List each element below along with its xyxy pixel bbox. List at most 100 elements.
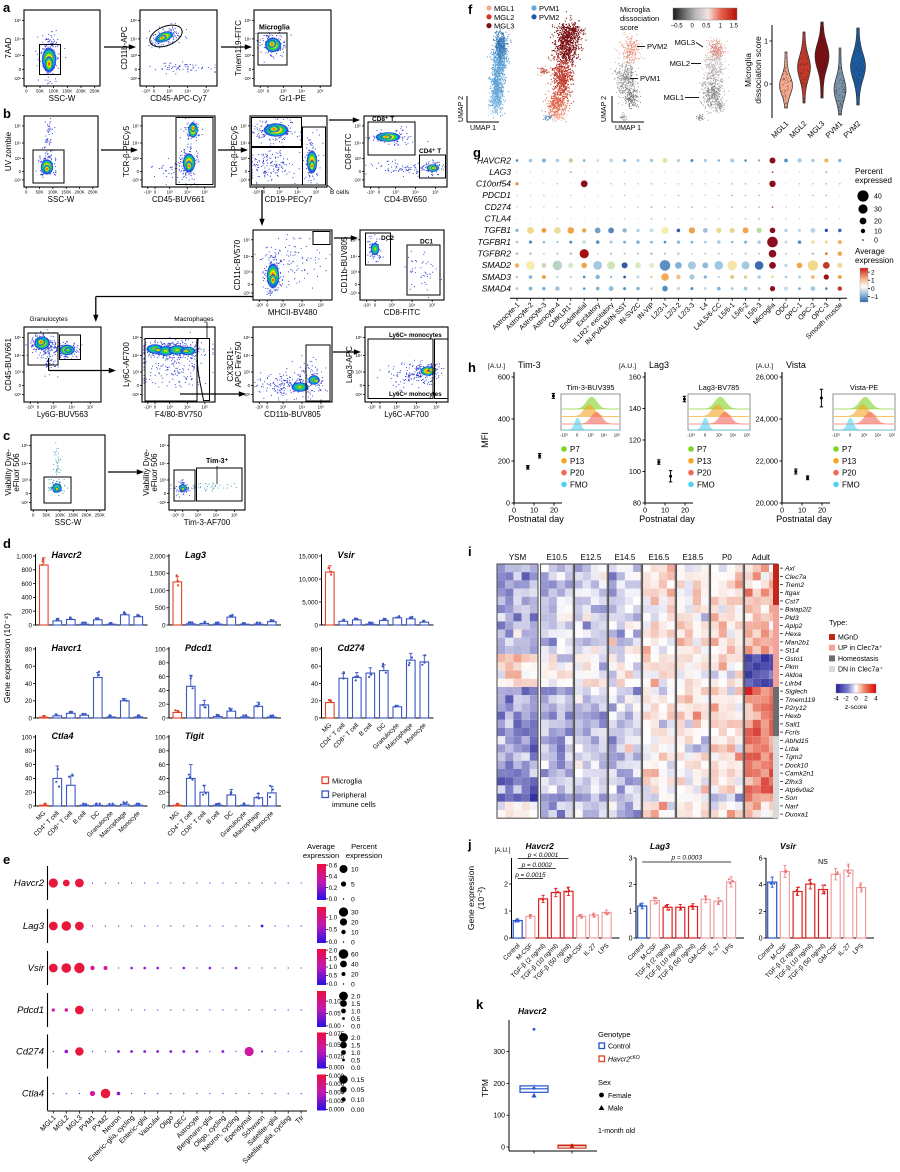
svg-text:10³: 10³ <box>15 156 22 161</box>
svg-text:0: 0 <box>780 506 784 515</box>
svg-text:0.0: 0.0 <box>351 1065 361 1072</box>
svg-text:10⁴: 10⁴ <box>159 461 166 466</box>
svg-text:200K: 200K <box>81 513 91 518</box>
svg-text:Zfhx3: Zfhx3 <box>784 779 802 786</box>
svg-text:200: 200 <box>21 609 32 616</box>
svg-text:Pdcd1: Pdcd1 <box>17 1005 44 1016</box>
svg-text:1,000: 1,000 <box>16 553 32 560</box>
svg-text:k: k <box>476 997 484 1012</box>
svg-text:CD11b-BUV805: CD11b-BUV805 <box>264 410 321 419</box>
svg-text:0.4: 0.4 <box>329 874 338 881</box>
svg-text:TGFBR2: TGFBR2 <box>477 249 511 259</box>
svg-text:4: 4 <box>759 882 763 889</box>
svg-text:0.0: 0.0 <box>329 939 338 946</box>
svg-text:20: 20 <box>818 506 826 515</box>
svg-text:1,000: 1,000 <box>150 588 166 595</box>
svg-text:10⁴: 10⁴ <box>14 37 21 42</box>
svg-text:0: 0 <box>154 190 157 195</box>
svg-text:-10³: -10³ <box>832 433 840 438</box>
svg-text:0: 0 <box>359 169 362 174</box>
svg-text:0: 0 <box>266 303 269 308</box>
svg-text:E16.5: E16.5 <box>648 553 669 562</box>
svg-text:80: 80 <box>25 748 33 755</box>
svg-text:10⁵: 10⁵ <box>744 433 751 438</box>
svg-text:250K: 250K <box>88 190 98 195</box>
svg-text:dissociation score: dissociation score <box>753 36 763 104</box>
svg-text:2.0: 2.0 <box>351 993 361 1000</box>
svg-text:0: 0 <box>162 622 166 629</box>
svg-text:j: j <box>467 837 472 852</box>
svg-text:a: a <box>3 0 11 15</box>
svg-text:10³: 10³ <box>861 433 868 438</box>
svg-text:0: 0 <box>355 282 358 287</box>
svg-text:MGL2: MGL2 <box>670 59 690 68</box>
svg-text:15,000: 15,000 <box>299 553 319 560</box>
svg-text:-10²: -10² <box>353 178 361 183</box>
svg-text:50K: 50K <box>36 190 44 195</box>
svg-text:22,000: 22,000 <box>756 457 778 466</box>
svg-text:0: 0 <box>162 803 166 810</box>
svg-text:monocytes: monocytes <box>409 332 442 339</box>
svg-text:10⁵: 10⁵ <box>318 405 325 410</box>
svg-text:Ctla4: Ctla4 <box>22 1089 44 1100</box>
svg-text:Ly6C: Ly6C <box>389 391 404 398</box>
svg-text:26,000: 26,000 <box>756 373 778 382</box>
svg-text:Type:: Type: <box>829 618 847 627</box>
svg-text:–1: –1 <box>871 294 879 301</box>
svg-text:Lag3-BV785: Lag3-BV785 <box>699 383 740 392</box>
svg-text:[A.U.]: [A.U.] <box>488 363 505 370</box>
svg-text:Itgax: Itgax <box>785 590 800 597</box>
svg-text:160: 160 <box>629 373 641 382</box>
svg-text:10³: 10³ <box>245 53 252 58</box>
svg-text:400: 400 <box>498 415 510 424</box>
svg-text:LPS: LPS <box>722 942 736 956</box>
svg-text:Havcr2: Havcr2 <box>14 878 45 889</box>
svg-text:Narf: Narf <box>785 803 799 810</box>
svg-text:Homeostasis: Homeostasis <box>838 656 879 663</box>
svg-text:50K: 50K <box>36 89 44 94</box>
svg-text:10⁵: 10⁵ <box>14 124 21 129</box>
svg-text:10: 10 <box>874 229 882 236</box>
svg-text:Macrophages: Macrophages <box>174 316 214 323</box>
svg-text:-10³: -10³ <box>256 89 264 94</box>
svg-text:40: 40 <box>25 776 33 783</box>
svg-text:10: 10 <box>351 929 359 936</box>
svg-text:-10³: -10³ <box>144 405 152 410</box>
svg-text:10³: 10³ <box>167 405 174 410</box>
svg-text:0.000: 0.000 <box>329 1107 345 1114</box>
svg-text:10⁵: 10⁵ <box>132 124 139 129</box>
svg-text:P0: P0 <box>722 553 732 562</box>
svg-text:250K: 250K <box>95 513 105 518</box>
svg-text:CX3CR1-: CX3CR1- <box>226 347 235 382</box>
svg-text:1: 1 <box>871 278 875 285</box>
svg-text:40: 40 <box>874 194 882 201</box>
svg-text:400: 400 <box>21 595 32 602</box>
svg-text:Microglia: Microglia <box>620 5 651 14</box>
svg-text:0.05: 0.05 <box>329 1011 342 1018</box>
svg-text:10⁵: 10⁵ <box>202 190 209 195</box>
svg-text:2.0: 2.0 <box>351 1035 361 1042</box>
svg-text:1.5: 1.5 <box>329 956 338 963</box>
svg-text:Female: Female <box>608 1093 631 1100</box>
svg-text:Male: Male <box>608 1106 623 1113</box>
svg-text:10³: 10³ <box>393 405 400 410</box>
svg-text:10: 10 <box>798 506 806 515</box>
svg-text:p = 0.0015: p = 0.0015 <box>514 872 546 879</box>
svg-text:E10.5: E10.5 <box>546 553 567 562</box>
svg-text:10⁵: 10⁵ <box>889 433 896 438</box>
svg-text:0: 0 <box>137 169 140 174</box>
svg-text:SSC-W: SSC-W <box>55 518 82 527</box>
svg-text:200K: 200K <box>76 89 86 94</box>
svg-text:TPM: TPM <box>480 1079 490 1097</box>
svg-text:-10²: -10² <box>13 76 21 81</box>
svg-text:0: 0 <box>263 190 266 195</box>
svg-text:Dock10: Dock10 <box>785 762 808 769</box>
svg-text:Percent: Percent <box>351 842 378 851</box>
svg-text:10⁵: 10⁵ <box>202 405 209 410</box>
svg-text:PVM1: PVM1 <box>824 119 845 140</box>
svg-text:Lag3: Lag3 <box>23 921 45 932</box>
svg-text:Cd274: Cd274 <box>16 1047 44 1058</box>
svg-text:2.0: 2.0 <box>329 947 338 954</box>
svg-text:DC: DC <box>90 810 102 822</box>
svg-text:1.0: 1.0 <box>329 914 338 921</box>
